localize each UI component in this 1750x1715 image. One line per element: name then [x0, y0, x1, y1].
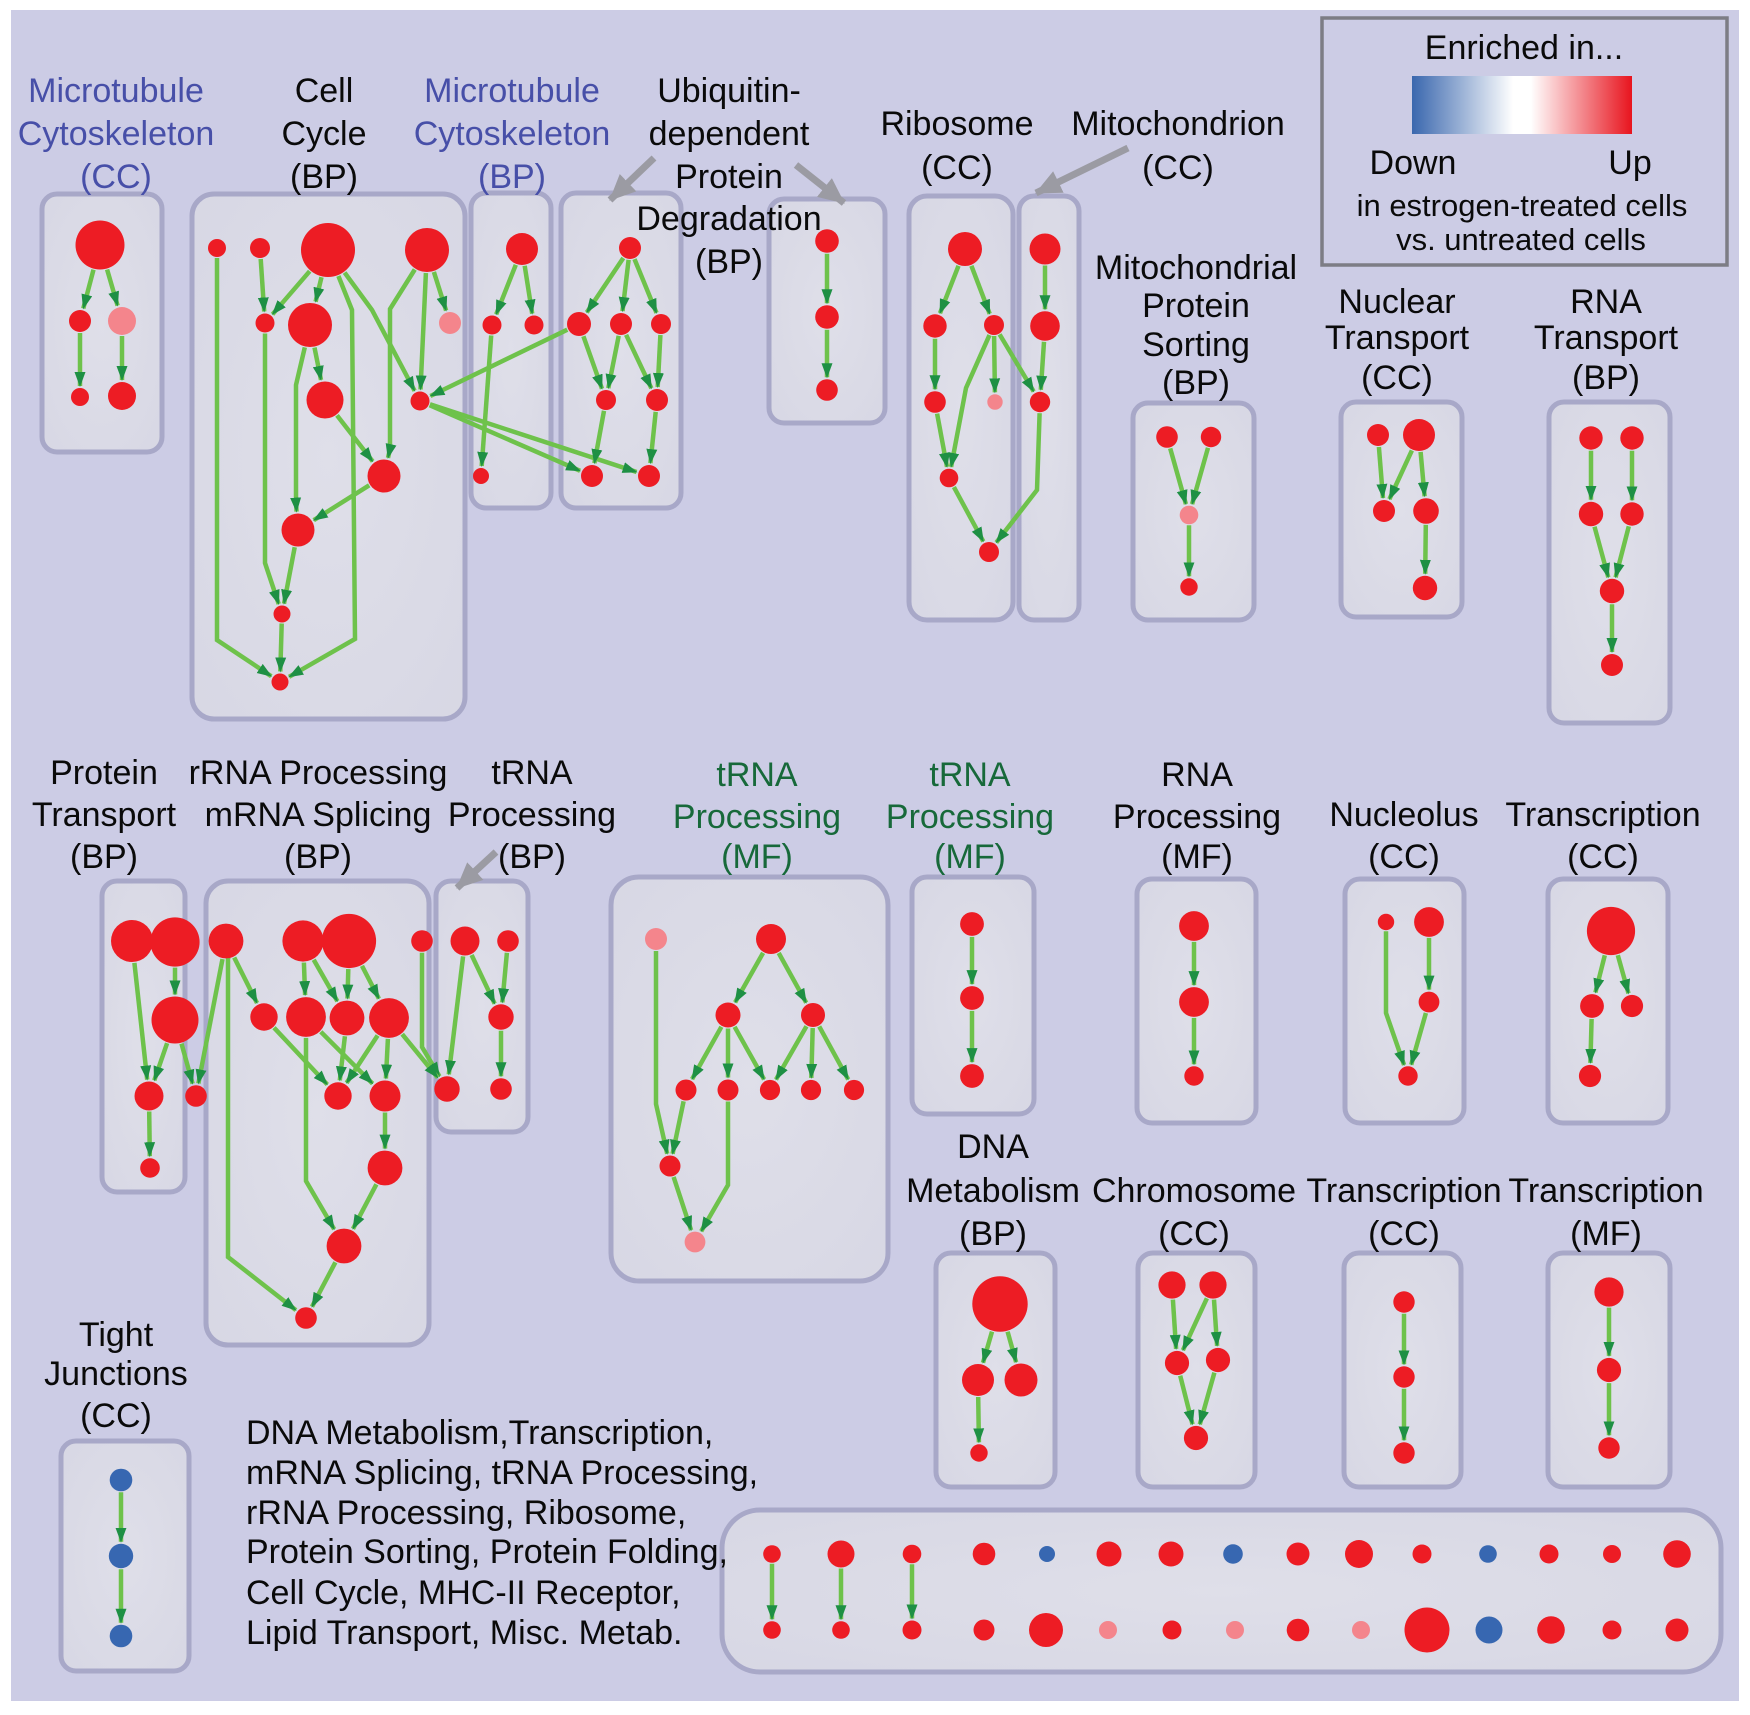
svg-text:Nuclear: Nuclear — [1338, 283, 1455, 321]
svg-text:in estrogen-treated cells: in estrogen-treated cells — [1357, 188, 1688, 223]
svg-text:RNA: RNA — [1570, 283, 1642, 321]
svg-text:dependent: dependent — [649, 115, 810, 153]
svg-text:rRNA Processing: rRNA Processing — [189, 754, 448, 792]
svg-text:Transcription: Transcription — [1505, 796, 1700, 834]
svg-text:Junctions: Junctions — [44, 1355, 188, 1393]
svg-text:tRNA: tRNA — [491, 754, 573, 792]
svg-text:tRNA: tRNA — [716, 756, 798, 794]
svg-text:Protein: Protein — [1142, 287, 1250, 325]
svg-text:Enriched in...: Enriched in... — [1425, 29, 1623, 67]
svg-text:(CC): (CC) — [80, 1397, 152, 1435]
svg-text:(BP): (BP) — [478, 158, 546, 196]
svg-text:(CC): (CC) — [1368, 1215, 1440, 1253]
svg-text:Lipid Transport, Misc. Metab.: Lipid Transport, Misc. Metab. — [246, 1614, 683, 1652]
svg-text:(BP): (BP) — [695, 243, 763, 281]
svg-text:mRNA Splicing, tRNA Processing: mRNA Splicing, tRNA Processing, — [246, 1454, 758, 1492]
svg-text:Transport: Transport — [1325, 319, 1470, 357]
svg-text:Cell Cycle, MHC-II Receptor,: Cell Cycle, MHC-II Receptor, — [246, 1574, 681, 1612]
svg-text:Degradation: Degradation — [636, 200, 821, 238]
svg-text:(CC): (CC) — [1368, 838, 1440, 876]
svg-text:Processing: Processing — [886, 798, 1054, 836]
svg-text:Processing: Processing — [1113, 798, 1281, 836]
svg-text:(BP): (BP) — [959, 1215, 1027, 1253]
svg-text:(MF): (MF) — [934, 838, 1006, 876]
svg-text:Sorting: Sorting — [1142, 326, 1250, 364]
svg-text:Transcription: Transcription — [1508, 1172, 1703, 1210]
svg-text:(CC): (CC) — [921, 149, 993, 187]
svg-text:Cytoskeleton: Cytoskeleton — [414, 115, 611, 153]
svg-text:Cycle: Cycle — [281, 115, 366, 153]
svg-text:Protein: Protein — [675, 158, 783, 196]
svg-text:(CC): (CC) — [1361, 359, 1433, 397]
svg-text:RNA: RNA — [1161, 756, 1233, 794]
svg-text:Mitochondrion: Mitochondrion — [1071, 105, 1285, 143]
svg-text:Transport: Transport — [1534, 319, 1679, 357]
svg-text:(BP): (BP) — [70, 838, 138, 876]
svg-text:Microtubule: Microtubule — [424, 72, 600, 110]
svg-text:Processing: Processing — [673, 798, 841, 836]
svg-text:tRNA: tRNA — [929, 756, 1011, 794]
svg-text:Transport: Transport — [32, 796, 177, 834]
svg-text:(MF): (MF) — [1570, 1215, 1642, 1253]
svg-text:Protein: Protein — [50, 754, 158, 792]
svg-text:Up: Up — [1608, 144, 1651, 182]
svg-text:(BP): (BP) — [1572, 359, 1640, 397]
svg-text:Mitochondrial: Mitochondrial — [1095, 249, 1297, 287]
svg-text:(BP): (BP) — [1162, 364, 1230, 402]
svg-text:Chromosome: Chromosome — [1092, 1172, 1296, 1210]
svg-text:(BP): (BP) — [498, 838, 566, 876]
svg-text:rRNA Processing, Ribosome,: rRNA Processing, Ribosome, — [246, 1494, 686, 1532]
svg-text:Microtubule: Microtubule — [28, 72, 204, 110]
svg-text:(BP): (BP) — [290, 158, 358, 196]
svg-text:Nucleolus: Nucleolus — [1329, 796, 1478, 834]
svg-text:Cytoskeleton: Cytoskeleton — [18, 115, 215, 153]
svg-text:(MF): (MF) — [1161, 838, 1233, 876]
svg-text:mRNA Splicing: mRNA Splicing — [205, 796, 432, 834]
svg-text:Transcription: Transcription — [1306, 1172, 1501, 1210]
svg-text:DNA: DNA — [957, 1128, 1029, 1166]
svg-text:(CC): (CC) — [1567, 838, 1639, 876]
svg-text:Ribosome: Ribosome — [880, 105, 1033, 143]
svg-text:Ubiquitin-: Ubiquitin- — [657, 72, 801, 110]
svg-text:Processing: Processing — [448, 796, 616, 834]
svg-text:(BP): (BP) — [284, 838, 352, 876]
svg-text:DNA Metabolism,Transcription,: DNA Metabolism,Transcription, — [246, 1414, 713, 1452]
svg-text:(CC): (CC) — [1158, 1215, 1230, 1253]
svg-text:Cell: Cell — [295, 72, 354, 110]
svg-text:Tight: Tight — [79, 1316, 154, 1354]
svg-text:(CC): (CC) — [80, 158, 152, 196]
svg-text:(MF): (MF) — [721, 838, 793, 876]
svg-text:(CC): (CC) — [1142, 149, 1214, 187]
svg-text:Protein Sorting, Protein Foldi: Protein Sorting, Protein Folding, — [246, 1533, 728, 1571]
svg-text:Down: Down — [1370, 144, 1457, 182]
svg-text:Metabolism: Metabolism — [906, 1172, 1080, 1210]
svg-text:vs. untreated cells: vs. untreated cells — [1396, 222, 1646, 257]
